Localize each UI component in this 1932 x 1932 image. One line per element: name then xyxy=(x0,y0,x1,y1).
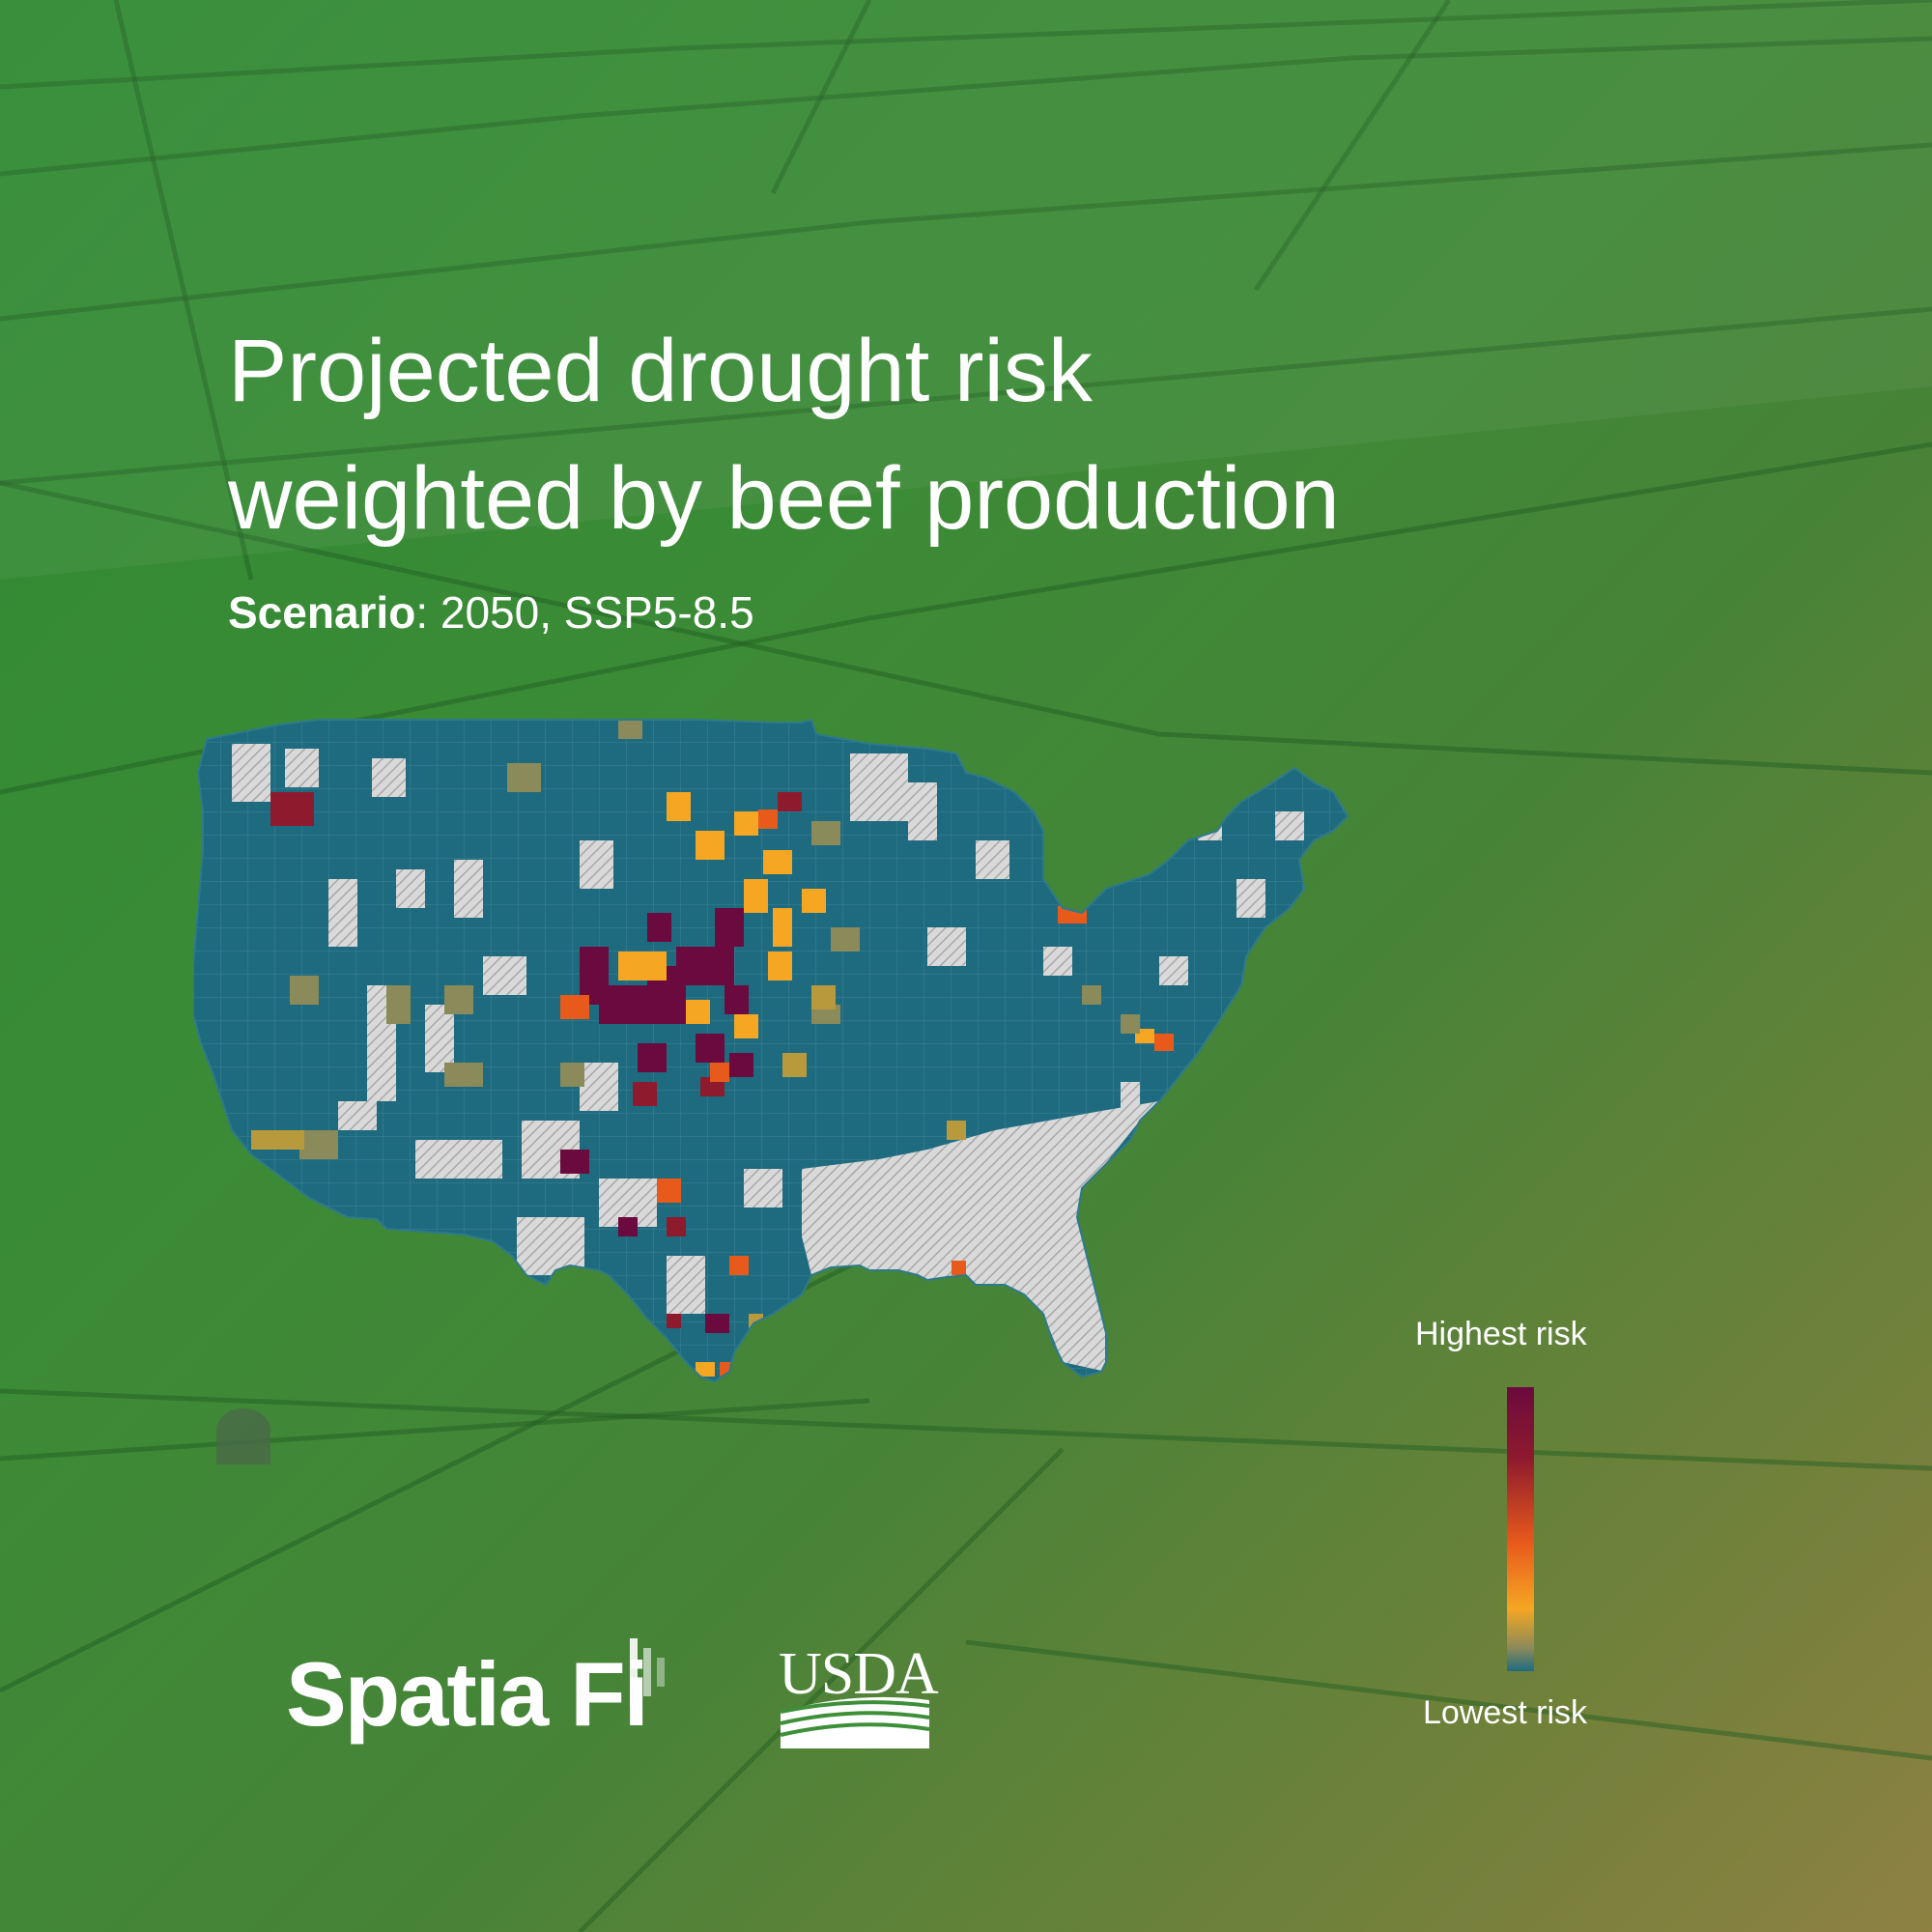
legend-high-label: Highest risk xyxy=(1415,1316,1587,1352)
usda-logo-text: USDA xyxy=(779,1641,939,1707)
farm-building xyxy=(216,1408,270,1464)
title-line-1: Projected drought risk xyxy=(228,322,1093,420)
scenario-value: : 2050, SSP5-8.5 xyxy=(415,587,754,638)
legend-low-label: Lowest risk xyxy=(1423,1694,1588,1731)
usda-logo xyxy=(780,1696,930,1748)
legend-color-ramp xyxy=(1507,1387,1534,1671)
spatia-bars-icon xyxy=(630,1638,665,1706)
scenario-subtitle: Scenario: 2050, SSP5-8.5 xyxy=(228,583,754,641)
us-county-map xyxy=(193,718,1350,1383)
scenario-label: Scenario xyxy=(228,587,416,638)
map-title: Projected drought risk weighted by beef … xyxy=(228,307,1340,562)
title-line-2: weighted by beef production xyxy=(228,449,1340,548)
spatia-fi-logo: Spatia Fi xyxy=(286,1643,649,1745)
